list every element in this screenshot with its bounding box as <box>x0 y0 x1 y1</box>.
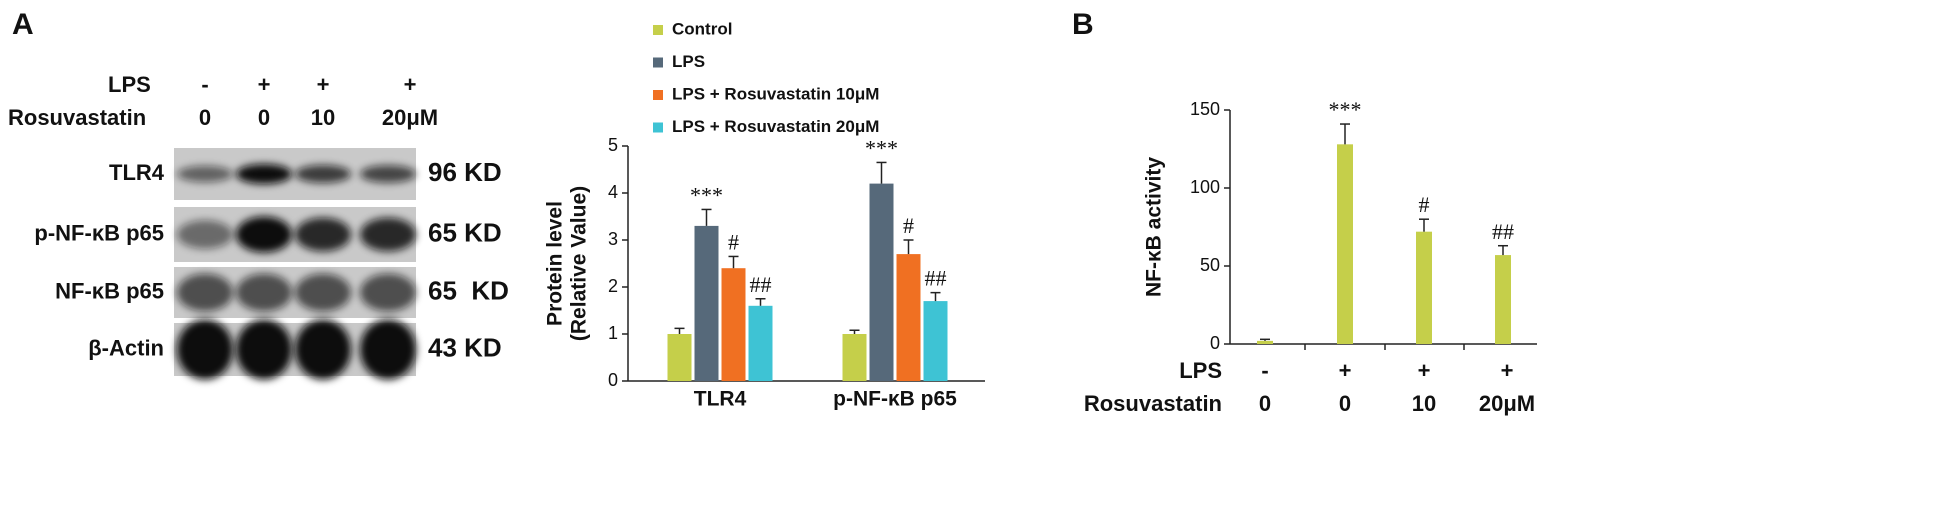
blot-band <box>177 220 233 249</box>
blot-band <box>236 164 292 184</box>
legend-label: Control <box>672 19 732 38</box>
legend-swatch <box>653 90 663 100</box>
y-tick-label: 0 <box>1210 333 1220 353</box>
bar <box>923 301 948 381</box>
legend-swatch <box>653 57 663 68</box>
blot-band <box>360 217 416 252</box>
significance: ## <box>1492 219 1514 244</box>
y-tick-label: 2 <box>608 276 618 296</box>
x-tick-label: p-NF-κB p65 <box>833 388 957 411</box>
blot-band <box>236 319 292 380</box>
y-tick-label: 5 <box>608 135 618 155</box>
treatment-value: + <box>317 72 330 97</box>
y-tick-label: 3 <box>608 229 618 249</box>
treatment-value: 10 <box>311 105 335 130</box>
y-tick-label: 150 <box>1190 99 1220 119</box>
bar <box>667 334 692 381</box>
treatment-label: LPS <box>1179 358 1222 383</box>
blot-band <box>295 217 351 252</box>
band-size: 65 KD <box>428 275 509 305</box>
significance: # <box>903 213 914 238</box>
treatment-value: 0 <box>199 105 211 130</box>
treatment-value: + <box>404 72 417 97</box>
treatment-value: - <box>201 72 208 97</box>
significance: # <box>728 229 739 254</box>
legend-label: LPS + Rosuvastatin 20μM <box>672 117 879 136</box>
significance: # <box>1419 192 1430 217</box>
x-tick-label: TLR4 <box>694 388 747 411</box>
bar <box>869 183 894 381</box>
blot-band <box>295 273 351 312</box>
blot-band <box>295 319 351 380</box>
panel-label: A <box>12 8 34 41</box>
y-tick-label: 50 <box>1200 255 1220 275</box>
treatment-value: + <box>1339 358 1352 383</box>
blot-band <box>360 273 416 312</box>
y-axis-label: Protein level <box>544 201 567 326</box>
significance: *** <box>690 182 723 207</box>
band-label: β-Actin <box>88 335 164 360</box>
blot-band <box>360 165 416 183</box>
legend-swatch <box>653 25 663 35</box>
treatment-label: LPS <box>108 72 151 97</box>
bar <box>1337 144 1353 344</box>
significance: *** <box>1329 97 1362 122</box>
band-size: 43 KD <box>428 332 502 362</box>
blot-band <box>177 319 233 380</box>
treatment-value: 10 <box>1412 391 1436 416</box>
y-tick-label: 1 <box>608 323 618 343</box>
y-tick-label: 0 <box>608 370 618 390</box>
significance: ## <box>750 272 772 297</box>
bar <box>1416 231 1432 344</box>
band-label: TLR4 <box>109 160 165 185</box>
treatment-value: + <box>1501 358 1514 383</box>
blot-band <box>177 165 233 183</box>
treatment-label: Rosuvastatin <box>8 105 146 130</box>
band-label: NF-κB p65 <box>55 278 164 303</box>
bar <box>1495 255 1511 344</box>
band-label: p-NF-κB p65 <box>34 220 164 245</box>
legend-label: LPS <box>672 52 705 71</box>
treatment-value: 0 <box>1339 391 1351 416</box>
blot-band <box>236 273 292 312</box>
y-tick-label: 100 <box>1190 177 1220 197</box>
treatment-value: 0 <box>1259 391 1271 416</box>
treatment-value: 0 <box>258 105 270 130</box>
treatment-value: - <box>1261 358 1268 383</box>
panel-label: B <box>1072 8 1094 41</box>
treatment-value: + <box>258 72 271 97</box>
bar <box>721 268 746 381</box>
bar <box>1257 340 1273 344</box>
treatment-value: 20μM <box>1479 391 1535 416</box>
blot-band <box>236 216 292 253</box>
blot-band <box>360 319 416 380</box>
legend-label: LPS + Rosuvastatin 10μM <box>672 84 879 103</box>
y-tick-label: 4 <box>608 182 618 202</box>
treatment-value: 20μM <box>382 105 438 130</box>
band-size: 96 KD <box>428 157 502 187</box>
blot-band <box>295 165 351 183</box>
treatment-label: Rosuvastatin <box>1084 391 1222 416</box>
significance: *** <box>865 135 898 160</box>
bar <box>748 305 773 381</box>
treatment-value: + <box>1418 358 1431 383</box>
band-size: 65 KD <box>428 217 502 247</box>
bar <box>694 225 719 381</box>
bar <box>842 334 867 381</box>
blot-band <box>177 273 233 312</box>
bar <box>896 254 921 381</box>
legend-swatch <box>653 122 663 133</box>
significance: ## <box>925 266 947 291</box>
y-axis-label: (Relative Value) <box>568 186 591 341</box>
y-axis-label: NF-κB activity <box>1143 157 1166 297</box>
